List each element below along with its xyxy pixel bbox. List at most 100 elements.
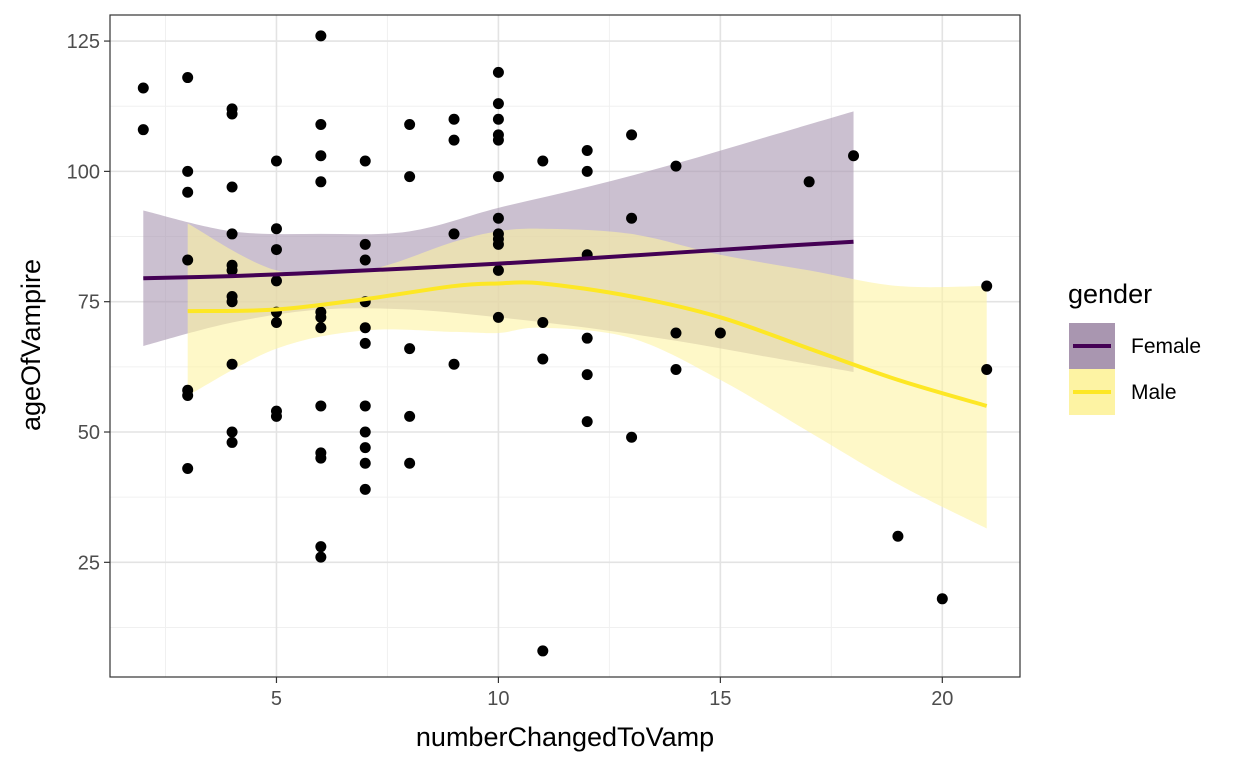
x-tick-label: 5: [271, 688, 282, 710]
data-point: [226, 426, 238, 438]
data-point: [359, 322, 371, 334]
data-point: [226, 264, 238, 276]
legend: gender Female Male: [1068, 279, 1201, 415]
data-point: [182, 72, 194, 84]
data-point: [137, 124, 149, 136]
minor-grid: [110, 15, 1020, 677]
data-point: [182, 254, 194, 266]
legend-title: gender: [1068, 279, 1152, 309]
fit-lines: [143, 239, 988, 408]
data-point: [315, 541, 327, 553]
data-point: [404, 343, 416, 355]
data-point: [848, 150, 860, 162]
data-point: [670, 327, 682, 339]
data-point: [226, 358, 238, 370]
data-point: [315, 118, 327, 130]
data-point: [537, 155, 549, 167]
y-tick-label: 100: [67, 161, 100, 183]
data-point: [359, 337, 371, 349]
data-point: [581, 145, 593, 157]
legend-label: Female: [1131, 335, 1201, 358]
data-point: [626, 129, 638, 141]
data-point: [404, 171, 416, 183]
data-point: [315, 322, 327, 334]
data-point: [492, 134, 504, 146]
data-point: [803, 176, 815, 188]
data-point: [315, 452, 327, 464]
data-point: [492, 171, 504, 183]
data-point: [270, 155, 282, 167]
data-point: [359, 457, 371, 469]
data-point: [448, 228, 460, 240]
panel-border: [109, 14, 1021, 678]
data-point: [315, 400, 327, 412]
data-point: [404, 410, 416, 422]
data-point: [270, 275, 282, 287]
data-point: [226, 228, 238, 240]
legend-key-female: Female: [1069, 323, 1201, 369]
data-point: [182, 165, 194, 177]
data-point: [226, 181, 238, 193]
data-point: [492, 212, 504, 224]
fit-line-female: [143, 239, 854, 281]
data-point: [581, 332, 593, 344]
y-axis-title: ageOfVampire: [16, 259, 46, 431]
y-tick-label: 25: [78, 552, 100, 574]
data-point: [182, 462, 194, 474]
fit-line-male: [187, 280, 988, 408]
data-point: [626, 212, 638, 224]
data-point: [359, 426, 371, 438]
data-point: [315, 551, 327, 563]
y-tick-label: 50: [78, 422, 100, 444]
data-point: [270, 410, 282, 422]
data-point: [626, 431, 638, 443]
x-tick-label: 20: [931, 688, 953, 710]
x-axis-title: numberChangedToVamp: [416, 722, 714, 752]
data-point: [315, 176, 327, 188]
data-point: [270, 223, 282, 235]
y-tick-label: 75: [78, 292, 100, 314]
data-point: [315, 30, 327, 42]
data-point: [182, 390, 194, 402]
x-tick-label: 10: [487, 688, 509, 710]
data-point: [359, 400, 371, 412]
data-point: [492, 113, 504, 125]
data-point: [448, 134, 460, 146]
data-point: [315, 150, 327, 162]
data-point: [226, 296, 238, 308]
x-tick-label: 15: [709, 688, 731, 710]
ribbon-male: [187, 223, 987, 529]
data-point: [226, 108, 238, 120]
data-point: [492, 264, 504, 276]
data-point: [492, 238, 504, 250]
data-point: [492, 66, 504, 78]
data-point: [359, 254, 371, 266]
data-points: [137, 30, 993, 657]
data-point: [537, 353, 549, 365]
data-point: [981, 280, 993, 292]
data-point: [404, 457, 416, 469]
x-axis-ticks: 5 10 15 20: [271, 677, 953, 710]
data-point: [492, 311, 504, 323]
data-point: [981, 363, 993, 375]
data-point: [581, 165, 593, 177]
data-point: [404, 118, 416, 130]
data-point: [670, 363, 682, 375]
data-point: [359, 442, 371, 454]
data-point: [182, 186, 194, 198]
data-point: [936, 593, 948, 605]
data-point: [270, 317, 282, 329]
data-point: [581, 416, 593, 428]
data-point: [315, 311, 327, 323]
data-point: [892, 530, 904, 542]
data-point: [492, 98, 504, 110]
data-point: [359, 238, 371, 250]
data-point: [137, 82, 149, 94]
legend-key-male: Male: [1069, 369, 1177, 415]
data-point: [448, 113, 460, 125]
data-point: [359, 483, 371, 495]
data-point: [270, 244, 282, 256]
data-point: [537, 317, 549, 329]
